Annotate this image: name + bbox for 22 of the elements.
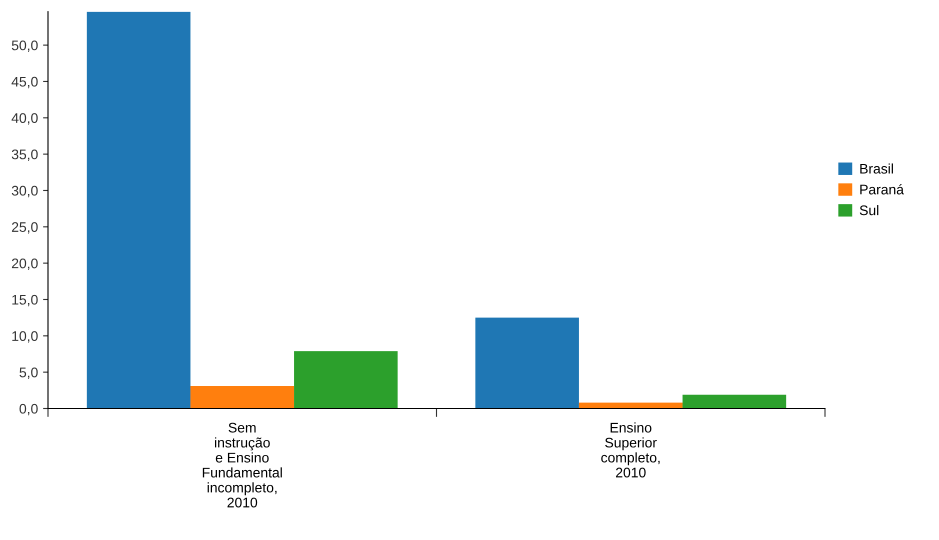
y-tick-label: 25,0 (12, 222, 38, 234)
bar (294, 351, 398, 408)
y-tick-label: 30,0 (12, 186, 38, 198)
bar (190, 386, 294, 408)
bar (578, 402, 683, 408)
legend-label: Sul (860, 205, 878, 216)
legend-label: Brasil (860, 163, 893, 174)
legend-label: Paraná (860, 184, 904, 194)
y-tick-label: 45,0 (12, 76, 38, 88)
bar (682, 394, 786, 408)
y-tick-label: 0,0 (20, 404, 38, 416)
y-tick-label: 40,0 (12, 113, 38, 125)
y-tick-label: 10,0 (12, 331, 38, 343)
y-tick-label: 35,0 (12, 149, 38, 161)
bar (86, 12, 190, 408)
y-tick-label: 50,0 (12, 40, 38, 52)
bar (475, 318, 579, 408)
y-tick-label: 15,0 (12, 294, 38, 306)
y-tick-label: 5,0 (20, 367, 38, 379)
x-tick-label: Sem instrução e Ensino Fundamental incompleto, 2010 (202, 422, 282, 508)
x-tick-label: Ensino Superior completo, 2010 (601, 422, 660, 478)
y-tick-label: 20,0 (12, 258, 38, 270)
